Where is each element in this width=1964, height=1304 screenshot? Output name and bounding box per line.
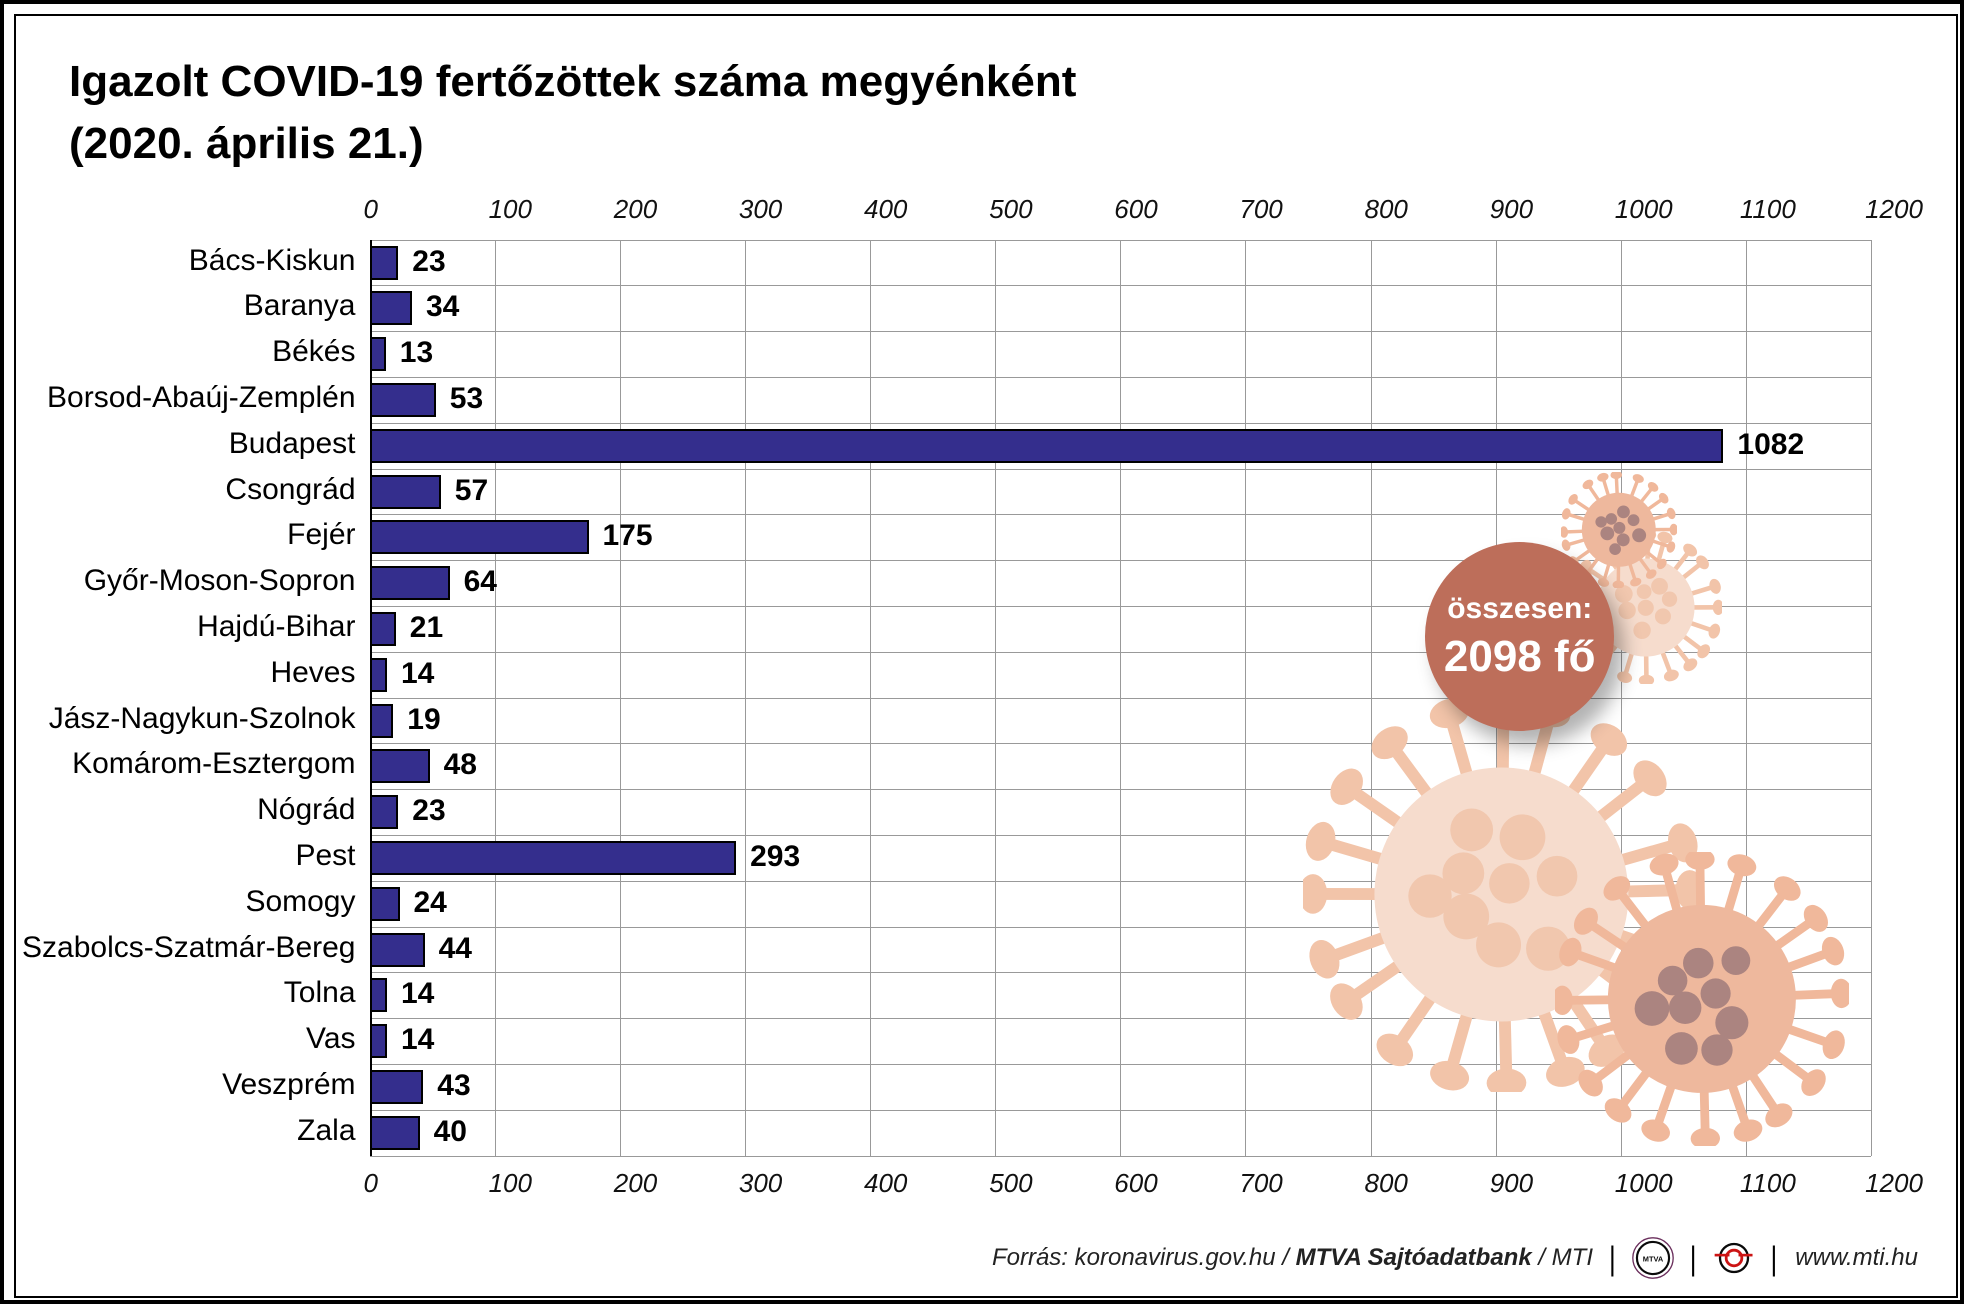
svg-text:MTVA: MTVA bbox=[1643, 1254, 1664, 1263]
